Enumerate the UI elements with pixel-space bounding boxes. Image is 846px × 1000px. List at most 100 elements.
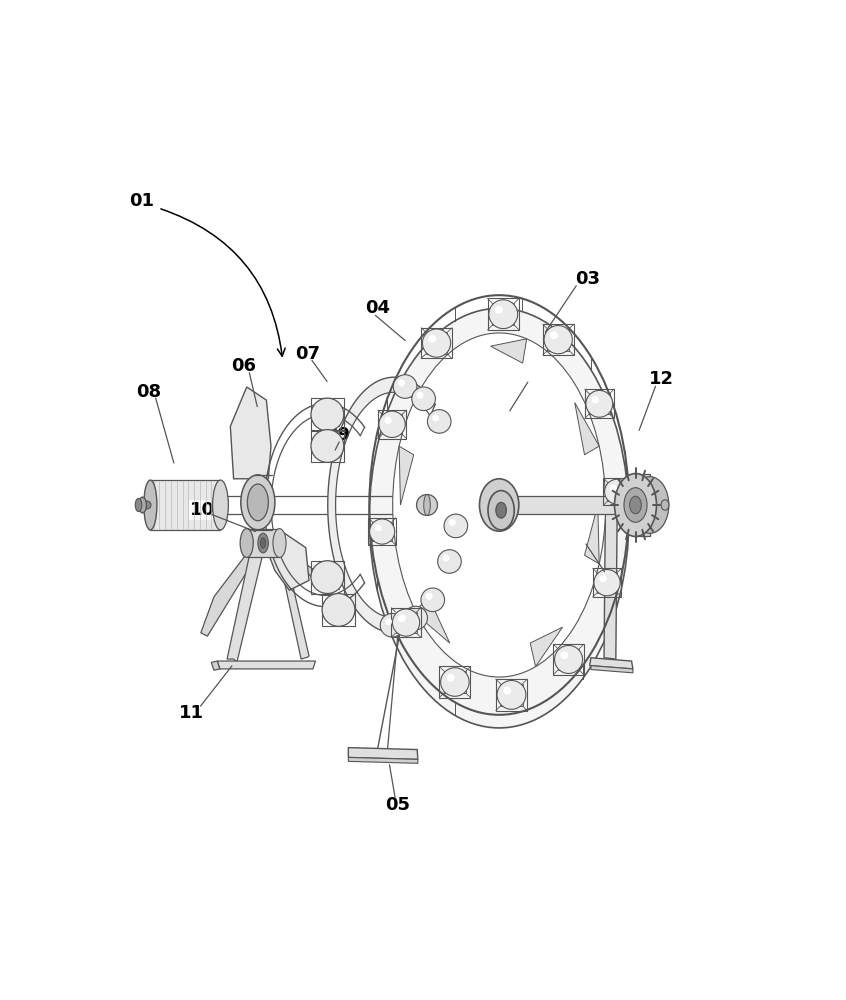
Bar (496, 679, 527, 711)
Circle shape (393, 375, 417, 398)
Circle shape (412, 387, 436, 411)
Bar (311, 430, 343, 462)
Bar (311, 398, 343, 431)
Circle shape (441, 668, 470, 696)
Ellipse shape (393, 333, 606, 677)
Bar (585, 389, 614, 418)
Circle shape (544, 326, 573, 354)
Ellipse shape (488, 491, 514, 530)
Ellipse shape (139, 497, 146, 513)
Bar (316, 566, 339, 589)
Text: 10: 10 (190, 501, 215, 519)
Ellipse shape (629, 496, 641, 514)
Circle shape (442, 554, 449, 561)
Bar (500, 684, 523, 706)
Ellipse shape (480, 479, 519, 531)
Bar (372, 522, 392, 541)
Text: 07: 07 (295, 345, 320, 363)
Circle shape (427, 410, 451, 433)
Bar (439, 666, 470, 698)
Bar (327, 598, 350, 621)
Bar (316, 435, 339, 457)
Circle shape (600, 575, 607, 582)
Ellipse shape (624, 496, 637, 514)
Ellipse shape (240, 529, 253, 557)
Ellipse shape (241, 475, 275, 530)
Circle shape (393, 609, 420, 636)
Bar (547, 329, 569, 351)
Ellipse shape (273, 529, 286, 557)
Bar (316, 403, 339, 426)
Ellipse shape (258, 533, 268, 553)
Circle shape (370, 519, 395, 544)
Circle shape (503, 687, 511, 695)
Circle shape (560, 651, 569, 659)
Bar (553, 644, 584, 675)
Text: 08: 08 (136, 383, 161, 401)
Circle shape (409, 611, 415, 618)
Circle shape (385, 618, 392, 625)
Polygon shape (349, 748, 418, 759)
Polygon shape (574, 403, 599, 455)
Polygon shape (217, 661, 316, 669)
Circle shape (404, 606, 427, 630)
Circle shape (437, 550, 461, 573)
Bar (311, 561, 343, 594)
Bar (444, 671, 466, 693)
Circle shape (555, 645, 583, 673)
Circle shape (605, 479, 629, 504)
Bar (607, 482, 627, 501)
Text: 11: 11 (179, 704, 204, 722)
Polygon shape (650, 500, 665, 510)
Ellipse shape (614, 474, 656, 536)
Ellipse shape (489, 492, 509, 518)
Circle shape (421, 588, 444, 612)
Circle shape (594, 570, 620, 596)
Bar (369, 518, 396, 545)
Ellipse shape (370, 308, 629, 728)
Polygon shape (499, 496, 630, 514)
Text: 03: 03 (575, 270, 600, 288)
Bar (396, 612, 416, 633)
Text: 05: 05 (385, 796, 410, 814)
Circle shape (426, 593, 433, 600)
Polygon shape (591, 666, 633, 673)
Bar (487, 298, 519, 330)
Circle shape (379, 411, 405, 437)
Circle shape (497, 680, 526, 709)
Polygon shape (530, 627, 563, 667)
Text: 11: 11 (570, 537, 596, 555)
Circle shape (550, 331, 558, 339)
Circle shape (398, 615, 406, 622)
Text: 09: 09 (325, 426, 349, 444)
Circle shape (422, 329, 451, 357)
Polygon shape (327, 377, 435, 633)
Ellipse shape (212, 480, 228, 530)
Bar (377, 410, 406, 439)
Bar (426, 332, 448, 354)
Bar (593, 568, 622, 597)
Polygon shape (212, 661, 220, 670)
Circle shape (416, 495, 437, 515)
FancyArrowPatch shape (161, 209, 285, 356)
Polygon shape (260, 531, 309, 590)
Polygon shape (491, 339, 527, 363)
Polygon shape (399, 446, 414, 505)
Polygon shape (230, 387, 271, 479)
Polygon shape (590, 658, 633, 669)
Polygon shape (247, 529, 279, 557)
Polygon shape (604, 512, 618, 659)
Polygon shape (151, 480, 221, 530)
Ellipse shape (261, 538, 266, 548)
Circle shape (143, 501, 151, 509)
Circle shape (495, 306, 503, 314)
Circle shape (448, 519, 456, 526)
Text: 12: 12 (649, 370, 674, 388)
Ellipse shape (144, 480, 157, 530)
Bar (382, 414, 402, 434)
Ellipse shape (496, 502, 507, 518)
Circle shape (610, 484, 617, 491)
Bar (492, 303, 514, 325)
Circle shape (489, 300, 518, 329)
Circle shape (416, 392, 424, 399)
